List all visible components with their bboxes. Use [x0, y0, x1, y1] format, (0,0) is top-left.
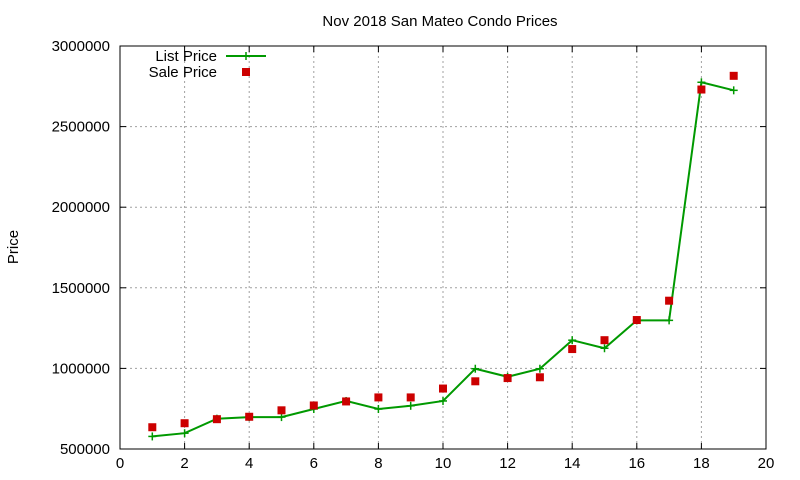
data-point	[729, 86, 738, 95]
legend-label: List Price	[155, 48, 217, 65]
data-point	[568, 345, 577, 354]
data-point	[342, 397, 351, 406]
data-point	[212, 415, 221, 424]
data-point	[471, 377, 480, 386]
data-point	[309, 401, 318, 410]
x-tick-label: 12	[499, 455, 516, 472]
x-tick-label: 0	[116, 455, 124, 472]
data-point	[180, 419, 189, 428]
data-point	[600, 336, 609, 345]
data-point	[406, 393, 415, 402]
data-point	[180, 429, 189, 438]
x-tick-label: 16	[628, 455, 645, 472]
data-point	[697, 78, 706, 87]
data-point	[148, 423, 157, 432]
x-tick-label: 4	[245, 455, 253, 472]
y-tick-label: 1500000	[52, 280, 110, 297]
data-point	[665, 296, 674, 305]
data-point	[406, 401, 415, 410]
data-point	[277, 406, 286, 415]
x-tick-label: 14	[564, 455, 581, 472]
x-tick-label: 6	[310, 455, 318, 472]
x-tick-label: 20	[758, 455, 775, 472]
y-tick-label: 2000000	[52, 199, 110, 216]
data-point	[471, 364, 480, 373]
data-point	[600, 344, 609, 353]
y-axis-label: Price	[5, 230, 22, 264]
data-point	[535, 364, 544, 373]
chart-title: Nov 2018 San Mateo Condo Prices	[322, 13, 557, 30]
data-point	[439, 396, 447, 405]
data-point	[245, 412, 254, 421]
grid	[120, 46, 766, 449]
data-point	[374, 393, 383, 402]
legend-label: Sale Price	[149, 64, 217, 81]
data-point	[503, 374, 512, 383]
data-point	[632, 316, 641, 325]
y-tick-label: 1000000	[52, 360, 110, 377]
series	[148, 71, 738, 441]
x-tick-label: 8	[374, 455, 382, 472]
y-tick-label: 2500000	[52, 119, 110, 136]
x-tick-label: 18	[693, 455, 710, 472]
data-point	[439, 384, 447, 393]
x-tick-label: 2	[180, 455, 188, 472]
data-point	[697, 85, 706, 94]
data-point	[374, 405, 383, 414]
data-point	[148, 432, 157, 441]
plot-frame	[119, 45, 767, 450]
legend-swatch-marker	[242, 68, 250, 76]
data-point	[535, 373, 544, 382]
y-tick-label: 3000000	[52, 38, 110, 55]
x-tick-label: 10	[435, 455, 452, 472]
data-point	[568, 336, 577, 345]
data-point	[729, 71, 738, 80]
legend-swatch-marker	[242, 52, 250, 60]
y-tick-label: 500000	[60, 441, 110, 458]
data-point	[665, 316, 674, 325]
data-point	[277, 413, 286, 422]
series-1	[148, 71, 738, 432]
axes: 0 2 4 6 8 10 12 14 16 18 20 500000 1000000 1500000 200…	[52, 38, 775, 472]
